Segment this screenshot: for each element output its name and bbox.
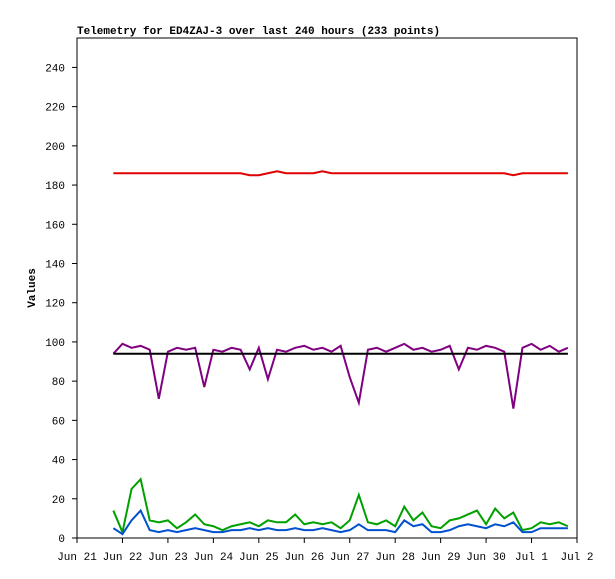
x-tick-label: Jun 23 (148, 552, 188, 564)
y-tick-label: 200 (45, 142, 65, 154)
plot-frame (76, 37, 578, 539)
y-tick-label: 160 (45, 220, 65, 232)
x-tick-label: Jun 21 (57, 552, 97, 564)
y-tick-label: 60 (52, 416, 65, 428)
series-line (112, 508, 568, 536)
y-tick-label: 220 (45, 103, 65, 115)
x-tick-label: Jun 25 (239, 552, 279, 564)
x-tick-label: Jun 26 (284, 552, 324, 564)
x-tick-label: Jun 22 (103, 552, 143, 564)
y-axis-label: Values (27, 268, 39, 308)
y-tick-label: 120 (45, 299, 65, 311)
y-tick-label: 100 (45, 338, 65, 350)
y-tick-label: 40 (52, 456, 65, 468)
y-tick-label: 0 (58, 534, 65, 546)
x-tick-label: Jun 30 (466, 552, 506, 564)
x-tick-label: Jul 1 (515, 552, 548, 564)
chart-title: Telemetry for ED4ZAJ-3 over last 240 hou… (77, 26, 440, 38)
x-tick-label: Jun 28 (375, 552, 415, 564)
series-line (112, 477, 569, 536)
y-tick-label: 80 (52, 377, 65, 389)
series-line (112, 342, 569, 409)
y-tick-label: 140 (45, 259, 65, 271)
y-tick-label: 240 (45, 63, 65, 75)
x-tick-label: Jul 2 (560, 552, 593, 564)
x-tick-label: Jun 29 (421, 552, 461, 564)
y-tick-label: 180 (45, 181, 65, 193)
series-line (113, 170, 568, 177)
x-tick-label: Jun 24 (194, 552, 234, 564)
y-tick-label: 20 (52, 495, 65, 507)
x-tick-label: Jun 27 (330, 552, 370, 564)
